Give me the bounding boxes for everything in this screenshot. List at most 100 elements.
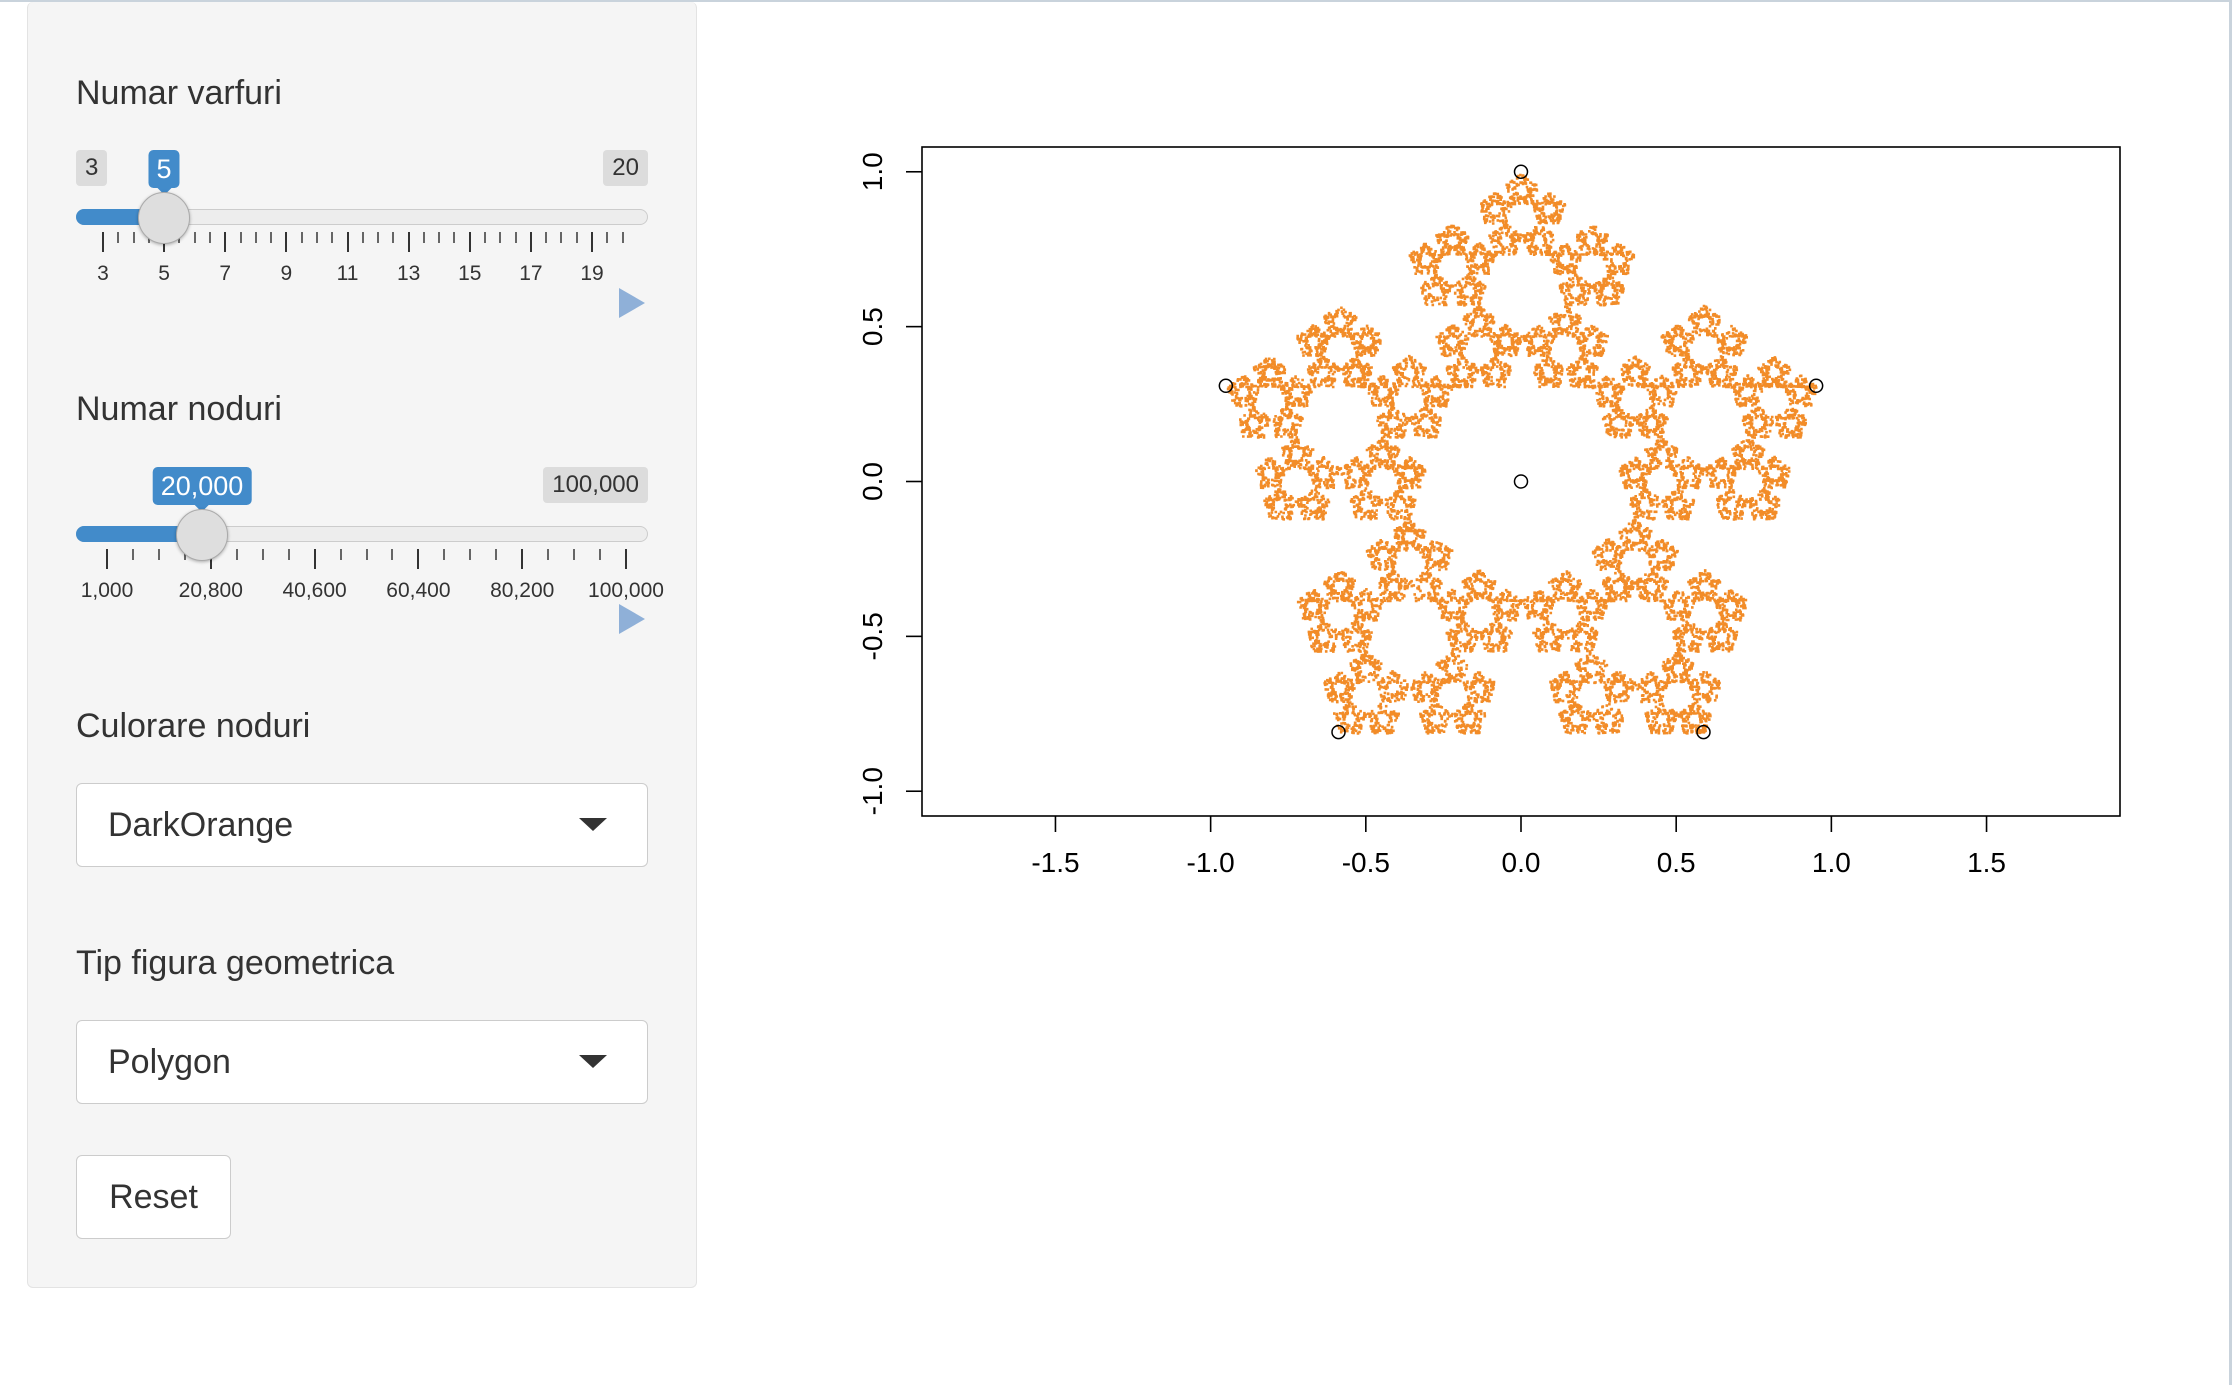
- slider-tick: [102, 232, 104, 252]
- slider-minor-tick: [235, 549, 238, 560]
- x-tick-label: 1.0: [1812, 847, 1851, 878]
- slider-grid-label: 17: [519, 262, 543, 285]
- slider-minor-tick: [157, 549, 160, 560]
- slider-minor-tick: [208, 232, 211, 243]
- vertices-slider[interactable]: 3 20 5 3 5 7 9 11 13 15 17 19: [76, 150, 648, 318]
- slider-grid-label: 11: [336, 262, 359, 285]
- color-select[interactable]: DarkOrange: [76, 783, 648, 867]
- x-tick-label: -0.5: [1342, 847, 1390, 878]
- vertex-marker: [1696, 724, 1711, 740]
- slider-minor-tick: [599, 549, 602, 560]
- play-icon[interactable]: [619, 604, 645, 634]
- shape-label: Tip figura geometrica: [76, 944, 395, 982]
- slider-tick: [529, 232, 532, 252]
- slider-minor-tick: [453, 232, 456, 243]
- fractal-plot: -1.5 -1.0 -0.5 0.0 0.5 1.0 1.5 -1.0 -0.5 0.0 0.5 1.…: [857, 146, 2121, 878]
- nodes-label: Numar noduri: [76, 390, 282, 428]
- slider-grid-label: 9: [280, 262, 293, 285]
- slider-minor-tick: [117, 232, 120, 243]
- slider-grid-label: 15: [458, 262, 482, 285]
- slider-max-label: 20: [603, 150, 648, 186]
- shape-select-value: Polygon: [108, 1043, 231, 1081]
- slider-minor-tick: [193, 232, 196, 243]
- y-tick-label: -1.0: [857, 767, 888, 815]
- x-tick-label: 0.5: [1657, 847, 1696, 878]
- slider-minor-tick: [499, 232, 502, 243]
- center-marker: [1513, 474, 1529, 489]
- slider-minor-tick: [392, 232, 395, 243]
- play-icon[interactable]: [619, 288, 645, 318]
- slider-minor-tick: [331, 232, 334, 243]
- slider-minor-tick: [270, 232, 273, 243]
- slider-tick: [591, 232, 593, 252]
- x-tick-label: -1.5: [1031, 847, 1079, 878]
- slider-minor-tick: [339, 549, 342, 560]
- slider-grid-label: 20,800: [178, 579, 243, 602]
- slider-grid-label: 1,000: [80, 579, 134, 602]
- slider-minor-tick: [495, 549, 498, 560]
- caret-down-icon: [579, 1055, 607, 1068]
- slider-minor-tick: [300, 232, 303, 243]
- slider-grid-label: 5: [158, 262, 170, 285]
- slider-minor-tick: [514, 232, 517, 243]
- slider-minor-tick: [573, 549, 576, 560]
- slider-minor-tick: [547, 549, 550, 560]
- slider-tick: [417, 549, 420, 569]
- y-tick-label: -0.5: [857, 612, 888, 660]
- vertices-label: Numar varfuri: [76, 74, 282, 112]
- slider-minor-tick: [484, 232, 487, 243]
- slider-tick: [285, 232, 288, 252]
- nodes-slider[interactable]: 100,000 20,000 1,000 20,800 40,600 60,400 80…: [76, 467, 664, 634]
- slider-fill: [76, 526, 202, 542]
- y-tick-label: 0.0: [857, 462, 888, 501]
- slider-minor-tick: [575, 232, 578, 243]
- x-tick-label: 1.5: [1967, 847, 2006, 878]
- shape-select[interactable]: Polygon: [76, 1020, 648, 1104]
- slider-minor-tick: [132, 232, 135, 243]
- vertex-marker: [1331, 724, 1346, 740]
- slider-grid-label: 3: [97, 262, 109, 285]
- slider-minor-tick: [131, 549, 134, 560]
- y-tick-label: 0.5: [857, 307, 888, 346]
- slider-minor-tick: [254, 232, 257, 243]
- slider-grid-label: 13: [396, 262, 421, 285]
- slider-max-label: 100,000: [543, 467, 648, 503]
- slider-handle[interactable]: [176, 509, 228, 561]
- fractal-points: [1226, 173, 1818, 735]
- slider-minor-tick: [315, 232, 318, 243]
- slider-minor-tick: [545, 232, 548, 243]
- slider-min-label: 3: [76, 150, 108, 186]
- slider-minor-tick: [365, 549, 368, 560]
- color-select-value: DarkOrange: [108, 806, 294, 844]
- slider-handle[interactable]: [138, 192, 190, 244]
- slider-tick: [468, 232, 471, 252]
- slider-tick: [313, 549, 316, 569]
- plot-frame: [921, 146, 2121, 817]
- slider-grid-label: 100,000: [588, 579, 664, 602]
- window-top-border: [0, 0, 2232, 2]
- slider-tick: [625, 549, 627, 569]
- slider-grid-label: 19: [580, 262, 604, 285]
- window-right-border: [2229, 0, 2232, 1385]
- slider-tick: [407, 232, 410, 252]
- x-tick-label: -1.0: [1187, 847, 1235, 878]
- slider-value-label: 20,000: [152, 467, 252, 512]
- vertex-marker: [1808, 378, 1824, 394]
- slider-minor-tick: [261, 549, 264, 560]
- vertex-marker: [1218, 378, 1234, 394]
- slider-minor-tick: [391, 549, 394, 560]
- color-label: Culorare noduri: [76, 707, 311, 745]
- slider-tick: [521, 549, 524, 569]
- slider-minor-tick: [361, 232, 364, 243]
- slider-grid-label: 60,400: [386, 579, 451, 602]
- caret-down-icon: [579, 818, 607, 831]
- slider-minor-tick: [606, 232, 609, 243]
- slider-minor-tick: [287, 549, 290, 560]
- slider-grid-label: 80,200: [490, 579, 555, 602]
- y-tick-label: 1.0: [857, 152, 888, 191]
- slider-minor-tick: [560, 232, 563, 243]
- slider-minor-tick: [377, 232, 380, 243]
- slider-minor-tick: [443, 549, 446, 560]
- reset-button[interactable]: Reset: [76, 1155, 231, 1239]
- slider-grid-label: 40,600: [282, 579, 347, 602]
